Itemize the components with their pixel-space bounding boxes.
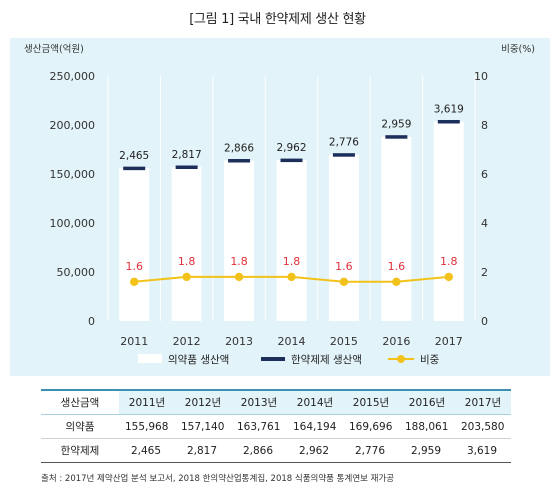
bar-pharma-production	[381, 136, 412, 321]
table-cell: 2,959	[399, 438, 455, 463]
table-row: 한약제제 2,465 2,817 2,866 2,962 2,776 2,959…	[41, 438, 511, 463]
ratio-point	[444, 272, 453, 282]
bar-pharma-production	[224, 160, 255, 321]
chart-panel: 생산금액(억원) 비중(%) 0 50,000 100,000 150,000 200,00…	[10, 38, 550, 376]
table-cell: 2,776	[343, 438, 399, 463]
herbal-production-marker	[175, 165, 198, 170]
ratio-data-label: 1.8	[178, 255, 196, 268]
y-right-tick-label: 6	[481, 168, 488, 181]
herbal-production-marker	[437, 119, 460, 124]
y-left-tick-label: 0	[88, 315, 95, 328]
table-row-label: 의약품	[41, 414, 119, 439]
y-left-tick-label: 250,000	[50, 70, 96, 83]
y-right-tick-label: 4	[481, 217, 488, 230]
herbal-production-marker	[280, 158, 303, 163]
herbal-production-label: 2,866	[224, 143, 254, 155]
x-tick-label: 2012	[173, 335, 201, 348]
y-left-tick-label: 200,000	[50, 119, 96, 132]
bar-pharma-production	[433, 121, 464, 321]
figure-title: [그림 1] 국내 한약제제 생산 현황	[189, 12, 366, 27]
x-tick-label: 2016	[382, 335, 410, 348]
herbal-production-label: 2,776	[329, 137, 359, 149]
ratio-point	[234, 272, 244, 282]
ratio-data-label: 1.6	[388, 260, 406, 273]
bar-pharma-production	[119, 168, 150, 321]
ratio-point	[339, 277, 349, 286]
table-row: 의약품 155,968 157,140 163,761 164,194 169,…	[41, 414, 511, 439]
table-cell: 157,140	[175, 414, 231, 439]
table-cell: 2,962	[287, 438, 343, 463]
y-left-tick-label: 100,000	[50, 217, 96, 230]
table-col-header: 2016년	[399, 389, 455, 415]
herbal-production-label: 3,619	[434, 103, 464, 115]
legend-label-ratio: 비중	[420, 354, 440, 366]
y-left-tick-label: 50,000	[57, 266, 96, 279]
herbal-production-label: 2,959	[381, 119, 411, 131]
y-right-tick-label: 8	[481, 119, 488, 132]
ratio-data-label: 1.8	[440, 255, 458, 268]
herbal-production-label: 2,962	[276, 142, 306, 154]
ratio-point	[287, 272, 296, 282]
ratio-point	[392, 277, 401, 286]
ratio-data-label: 1.8	[283, 255, 301, 268]
ratio-point	[130, 277, 139, 286]
table-header-label: 생산금액	[41, 389, 119, 415]
x-tick-label: 2014	[278, 335, 306, 348]
table-header-row: 생산금액 2011년 2012년 2013년 2014년 2015년 2016년…	[41, 389, 511, 415]
table-cell: 3,619	[455, 438, 511, 463]
herbal-production-label: 2,465	[119, 150, 149, 162]
legend-swatch-pharma	[138, 354, 162, 363]
table-cell: 2,866	[231, 438, 287, 463]
legend-swatch-ratio-point	[397, 355, 405, 363]
table-cell: 163,761	[231, 414, 287, 439]
table-cell: 164,194	[287, 414, 343, 439]
x-tick-label: 2015	[330, 335, 358, 348]
x-tick-label: 2011	[120, 335, 148, 348]
ratio-data-label: 1.6	[125, 260, 143, 273]
source-note: 출처 : 2017년 제약산업 분석 보고서, 2018 한의약산업통계집, 2…	[41, 474, 395, 484]
y-left-axis-title: 생산금액(억원)	[24, 43, 84, 55]
table-col-header: 2015년	[343, 389, 399, 415]
y-right-tick-label: 0	[481, 315, 488, 328]
ratio-data-label: 1.6	[335, 260, 353, 273]
table-col-header: 2014년	[287, 389, 343, 415]
y-left-tick-label: 150,000	[50, 168, 96, 181]
y-right-tick-label: 10	[474, 70, 488, 83]
table-col-header: 2013년	[231, 389, 287, 415]
herbal-production-marker	[228, 159, 251, 163]
herbal-production-label: 2,817	[172, 149, 202, 161]
legend-label-pharma: 의약품 생산액	[168, 354, 229, 366]
table-col-header: 2012년	[175, 389, 231, 415]
bar-pharma-production	[328, 154, 359, 321]
production-table: 생산금액 2011년 2012년 2013년 2014년 2015년 2016년…	[41, 389, 511, 463]
ratio-point	[182, 272, 191, 282]
legend-label-herbal: 한약제제 생산액	[291, 354, 362, 366]
y-right-tick-label: 2	[481, 266, 488, 279]
table-col-header: 2011년	[119, 389, 175, 415]
production-chart: 생산금액(억원) 비중(%) 0 50,000 100,000 150,000 200,00…	[24, 43, 535, 366]
legend-swatch-herbal	[261, 357, 285, 361]
bar-pharma-production	[171, 167, 202, 321]
table-cell: 188,061	[399, 414, 455, 439]
table-cell: 155,968	[119, 414, 175, 439]
y-right-axis-title: 비중(%)	[501, 44, 535, 55]
table-cell: 169,696	[343, 414, 399, 439]
x-tick-label: 2013	[225, 335, 253, 348]
table-cell: 203,580	[455, 414, 511, 439]
table-cell: 2,465	[119, 438, 175, 463]
bar-pharma-production	[276, 160, 307, 321]
x-tick-label: 2017	[435, 335, 463, 348]
herbal-production-marker	[385, 135, 408, 139]
herbal-production-marker	[123, 166, 146, 171]
table-cell: 2,817	[175, 438, 231, 463]
table-row-label: 한약제제	[41, 438, 119, 463]
table-col-header: 2017년	[455, 389, 511, 415]
herbal-production-marker	[332, 153, 355, 157]
ratio-data-label: 1.8	[230, 255, 248, 268]
